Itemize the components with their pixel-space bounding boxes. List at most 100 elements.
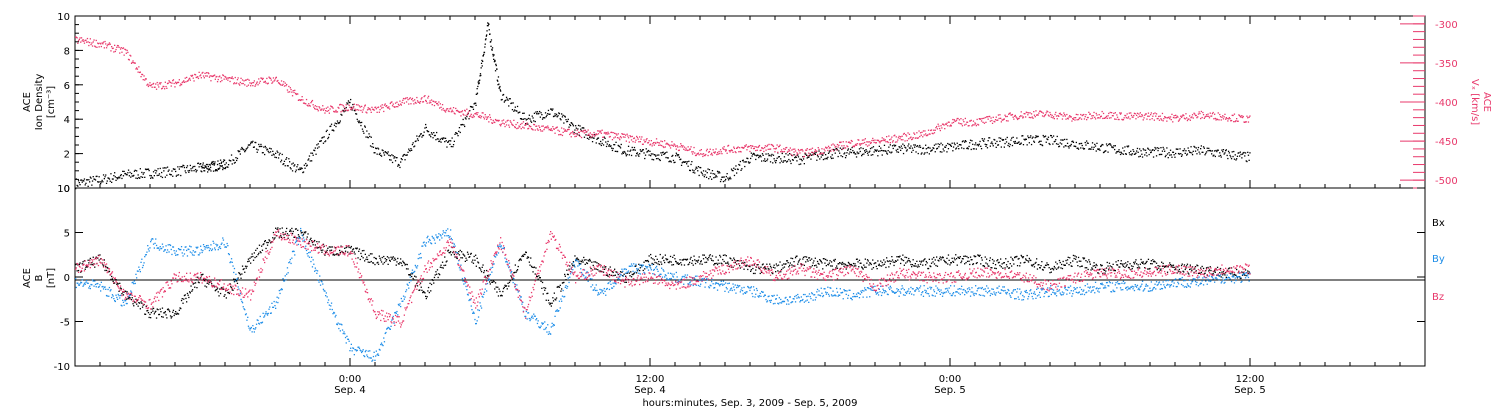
density-point <box>548 113 550 115</box>
vx-point <box>540 130 542 132</box>
vx-point <box>1186 119 1189 122</box>
vx-point <box>218 76 220 78</box>
Bx-point <box>805 261 807 263</box>
vx-point <box>792 148 794 150</box>
density-point <box>152 177 154 179</box>
density-point <box>1097 148 1099 150</box>
density-point <box>1158 153 1161 156</box>
vx-point <box>945 123 947 126</box>
density-point <box>1160 147 1162 149</box>
vx-point <box>615 133 617 135</box>
vx-point <box>1025 111 1027 113</box>
vx-point <box>1030 117 1032 119</box>
density-point <box>327 137 329 140</box>
vx-point <box>936 128 939 130</box>
density-point <box>1056 135 1058 138</box>
vx-point <box>345 104 347 106</box>
density-point <box>1010 139 1012 141</box>
vx-point <box>159 83 161 85</box>
Bx-point <box>916 266 919 268</box>
density-point <box>497 76 500 78</box>
vx-point <box>379 109 381 111</box>
vx-point <box>419 102 421 104</box>
Bx-point <box>99 254 101 256</box>
density-point <box>223 159 225 161</box>
density-point <box>695 166 697 168</box>
vx-point <box>637 138 639 140</box>
vx-point <box>691 151 693 153</box>
vx-point <box>797 148 800 151</box>
density-point <box>1191 154 1194 156</box>
vx-point <box>560 133 562 136</box>
vx-point <box>1122 119 1124 121</box>
vx-point <box>1185 113 1187 115</box>
vx-point <box>731 149 733 152</box>
density-point <box>238 151 240 153</box>
vx-point <box>1109 111 1111 114</box>
Bx-point <box>352 248 354 251</box>
Bx-point <box>823 258 825 260</box>
Bx-point <box>754 272 756 275</box>
density-point <box>122 170 124 172</box>
Bx-point <box>608 268 610 270</box>
Bx-point <box>799 258 801 260</box>
Bx-point <box>389 260 391 262</box>
vx-point <box>667 143 669 146</box>
density-point <box>206 163 208 166</box>
vx-point <box>1158 119 1161 121</box>
vx-point <box>948 121 950 123</box>
Bx-point <box>95 256 97 258</box>
Bx-point <box>697 259 700 261</box>
Bx-point <box>1094 265 1096 267</box>
density-point <box>651 158 653 161</box>
Bx-point <box>1092 265 1094 267</box>
vx-point <box>1211 113 1214 115</box>
density-point <box>767 153 769 155</box>
Bx-point <box>474 259 476 261</box>
Bx-point <box>188 296 190 299</box>
vx-point <box>725 150 727 152</box>
vx-point <box>479 115 481 117</box>
Bx-point <box>383 261 386 264</box>
vx-point <box>968 125 970 127</box>
Bx-point <box>581 259 583 261</box>
vx-point <box>222 74 224 76</box>
Bx-point <box>436 269 439 271</box>
vx-point <box>477 115 480 118</box>
density-point <box>236 159 238 162</box>
density-point <box>619 147 622 149</box>
Bx-point <box>278 237 280 239</box>
vx-point <box>1166 120 1168 122</box>
density-point <box>790 162 792 165</box>
density-point <box>655 155 657 157</box>
vx-point <box>1047 114 1050 116</box>
Bx-point <box>323 245 325 247</box>
vx-point <box>383 110 385 113</box>
vx-point <box>420 98 422 100</box>
vx-point <box>1103 117 1105 119</box>
vx-point <box>128 59 130 61</box>
Bx-point <box>131 297 133 299</box>
vx-point <box>827 145 830 147</box>
vx-point <box>269 77 271 79</box>
vx-point <box>1195 114 1197 117</box>
vx-point <box>440 106 442 108</box>
vx-point <box>653 144 655 146</box>
Bx-point <box>277 227 279 229</box>
vx-point <box>389 108 391 110</box>
density-point <box>1064 138 1066 141</box>
Bx-point <box>964 263 966 265</box>
density-point <box>856 151 858 153</box>
vx-point <box>177 81 180 84</box>
density-point <box>801 160 803 162</box>
vx-point <box>303 102 305 104</box>
density-point <box>1000 137 1002 139</box>
density-point <box>778 156 780 158</box>
vx-point <box>547 125 549 127</box>
Bx-point <box>646 260 648 262</box>
Bx-point <box>705 256 707 259</box>
Bx-point <box>892 261 894 263</box>
vx-point <box>761 147 763 149</box>
vx-point <box>627 137 630 139</box>
vx-point <box>541 125 543 127</box>
